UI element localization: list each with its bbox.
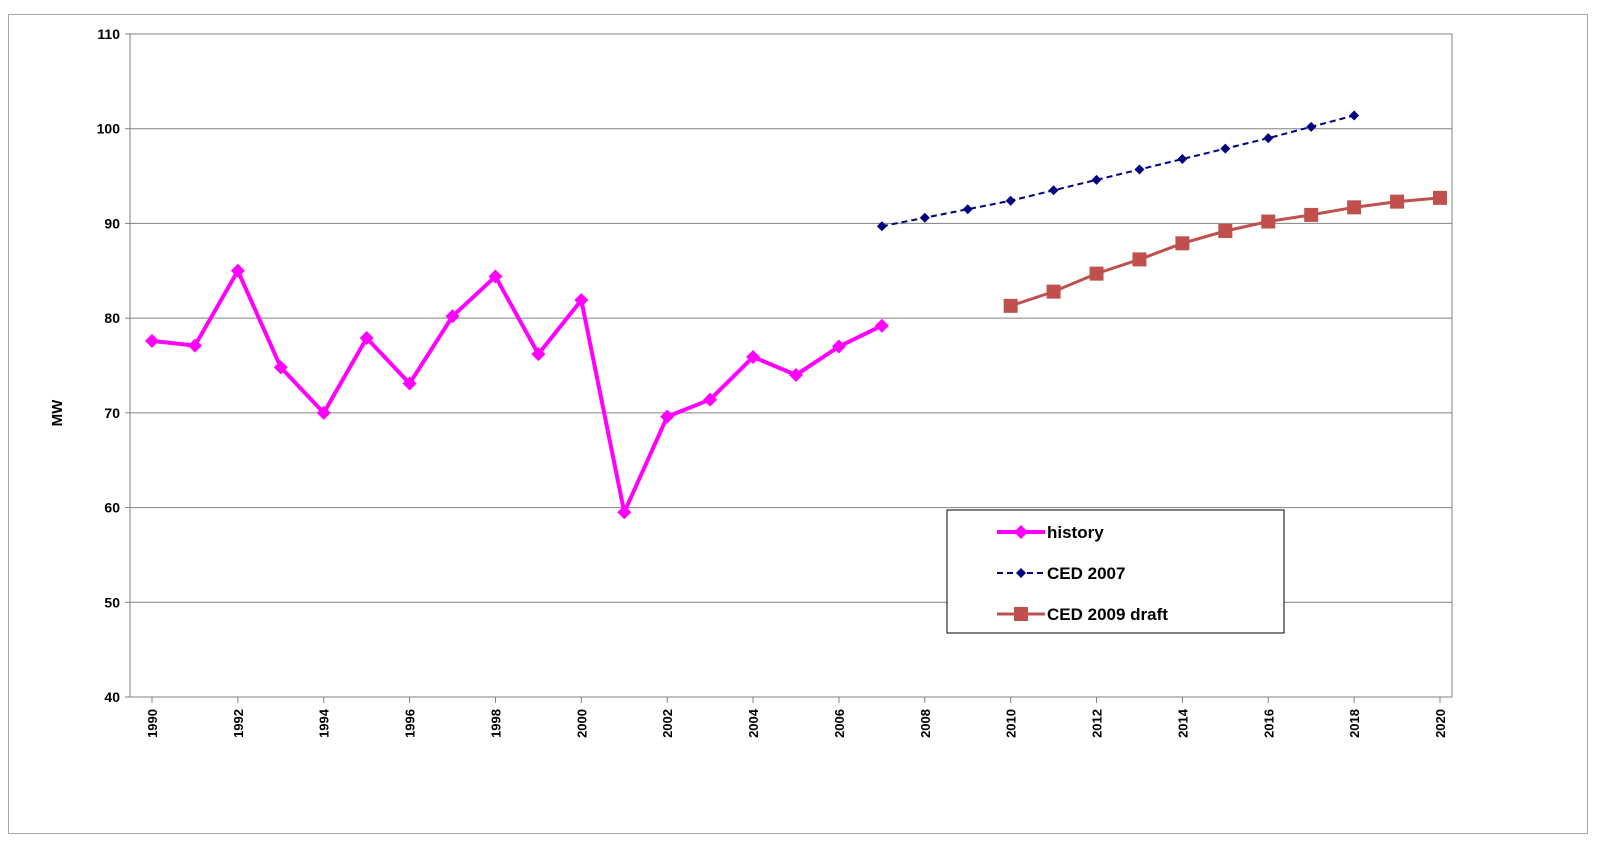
series-line: [151, 266, 883, 519]
data-point: [1005, 195, 1016, 206]
data-point: [1175, 236, 1190, 251]
data-point: [876, 221, 887, 232]
data-point: [746, 349, 761, 364]
data-point: [1433, 190, 1447, 205]
x-tick-label: 2008: [918, 709, 933, 738]
data-point: [919, 212, 930, 223]
x-tick-label: 2002: [660, 709, 675, 738]
data-point: [316, 405, 331, 420]
x-tick-label: 1994: [317, 708, 332, 738]
data-point: [1132, 252, 1147, 267]
y-tick-label: 40: [104, 689, 120, 705]
data-point: [488, 269, 503, 284]
x-tick-label: 1990: [145, 709, 160, 738]
data-point: [574, 293, 589, 308]
data-point: [1177, 154, 1188, 165]
data-point: [1261, 214, 1276, 229]
series-1: [876, 110, 1360, 232]
legend-entry-1: CED 2007: [997, 564, 1125, 583]
legend-marker: [1016, 568, 1026, 578]
y-tick-label: 70: [104, 405, 120, 421]
data-point: [789, 367, 803, 382]
legend-label: CED 2009 draft: [1047, 605, 1168, 624]
y-tick-label: 90: [104, 215, 120, 231]
series-line: [1010, 196, 1441, 308]
data-point: [962, 204, 973, 215]
data-point: [1003, 298, 1018, 313]
x-tick-label: 2014: [1175, 708, 1190, 738]
legend-marker: [1014, 607, 1028, 621]
data-point: [1048, 185, 1059, 196]
y-axis: 40 50 60 70 80 90 100 110: [97, 26, 130, 705]
legend-marker: [1014, 525, 1028, 539]
data-point: [1089, 266, 1104, 281]
x-tick-label: 2016: [1261, 709, 1276, 738]
data-point: [145, 333, 159, 348]
data-point: [359, 331, 374, 346]
y-tick-label: 100: [97, 121, 121, 137]
x-tick-label: 2020: [1433, 709, 1448, 738]
x-axis: 1990 1992 1994 1996 1998 2000 2002 2004 2006 2008…: [145, 697, 1448, 738]
x-tick-label: 2018: [1347, 709, 1362, 738]
data-point: [230, 263, 245, 278]
legend: history CED 2007 CED 2009 draft: [946, 509, 1285, 634]
plot-area: [129, 33, 1453, 698]
legend-entry-2: CED 2009 draft: [997, 605, 1168, 624]
data-point: [1220, 143, 1231, 154]
data-point: [660, 409, 675, 424]
x-tick-label: 1998: [488, 709, 503, 738]
data-point: [1306, 121, 1317, 132]
x-tick-label: 2000: [574, 709, 589, 738]
data-point: [1263, 133, 1274, 144]
data-point: [1390, 194, 1405, 209]
data-point: [1134, 164, 1145, 175]
y-tick-label: 50: [104, 594, 120, 610]
legend-label: history: [1047, 523, 1104, 542]
data-point: [1218, 224, 1233, 239]
data-point: [402, 376, 417, 391]
x-tick-label: 2006: [832, 709, 847, 738]
x-tick-label: 1992: [231, 709, 246, 738]
data-point: [273, 360, 288, 375]
data-point: [445, 309, 460, 324]
data-point: [1347, 200, 1362, 215]
y-tick-label: 80: [104, 310, 120, 326]
series-line: [881, 114, 1355, 228]
x-tick-label: 2012: [1090, 709, 1105, 738]
legend-entry-0: history: [997, 523, 1104, 542]
data-point: [1046, 284, 1061, 299]
data-point: [874, 318, 889, 333]
data-point: [187, 338, 202, 353]
data-point: [617, 505, 632, 520]
x-tick-label: 2010: [1004, 709, 1019, 738]
series: [145, 110, 1447, 520]
series-2: [1003, 190, 1447, 313]
series-0: [145, 263, 889, 520]
data-point: [1304, 207, 1319, 222]
x-tick-label: 1996: [403, 709, 418, 738]
data-point: [703, 392, 718, 407]
y-tick-label: 110: [97, 26, 120, 42]
data-point: [1349, 110, 1360, 121]
y-axis-label: MW: [49, 399, 66, 426]
x-tick-label: 2004: [746, 708, 761, 738]
data-point: [531, 347, 546, 362]
y-tick-label: 60: [104, 500, 120, 516]
data-point: [831, 339, 846, 354]
data-point: [1091, 174, 1102, 185]
legend-label: CED 2007: [1047, 564, 1125, 583]
